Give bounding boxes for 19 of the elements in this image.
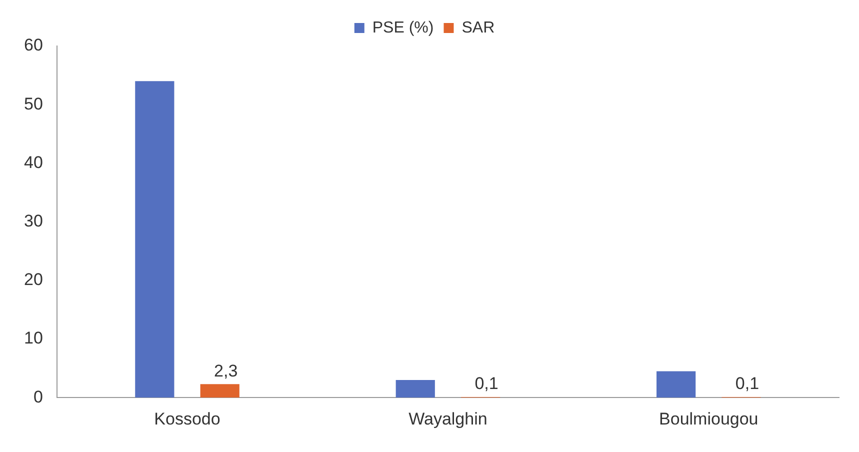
- y-tick-label: 60: [24, 36, 43, 55]
- bar: [135, 81, 174, 398]
- x-tick-label: Boulmiougou: [659, 409, 758, 428]
- legend-label: PSE (%): [372, 19, 434, 36]
- y-tick-label: 50: [24, 94, 43, 114]
- y-tick-label: 30: [24, 211, 43, 230]
- x-tick-label: Wayalghin: [408, 409, 488, 428]
- data-label: 2,3: [214, 361, 238, 380]
- x-tick-label: Kossodo: [154, 409, 220, 428]
- data-label: 0,1: [735, 374, 760, 394]
- y-tick-label: 20: [24, 270, 43, 290]
- legend-label: SAR: [462, 19, 495, 36]
- y-tick-label: 40: [24, 152, 43, 172]
- bar: [656, 371, 696, 398]
- y-tick-label: 0: [33, 387, 43, 406]
- bar: [200, 384, 240, 398]
- data-label: 0,1: [474, 374, 498, 394]
- bar: [396, 380, 435, 398]
- y-tick-label: 10: [24, 328, 43, 348]
